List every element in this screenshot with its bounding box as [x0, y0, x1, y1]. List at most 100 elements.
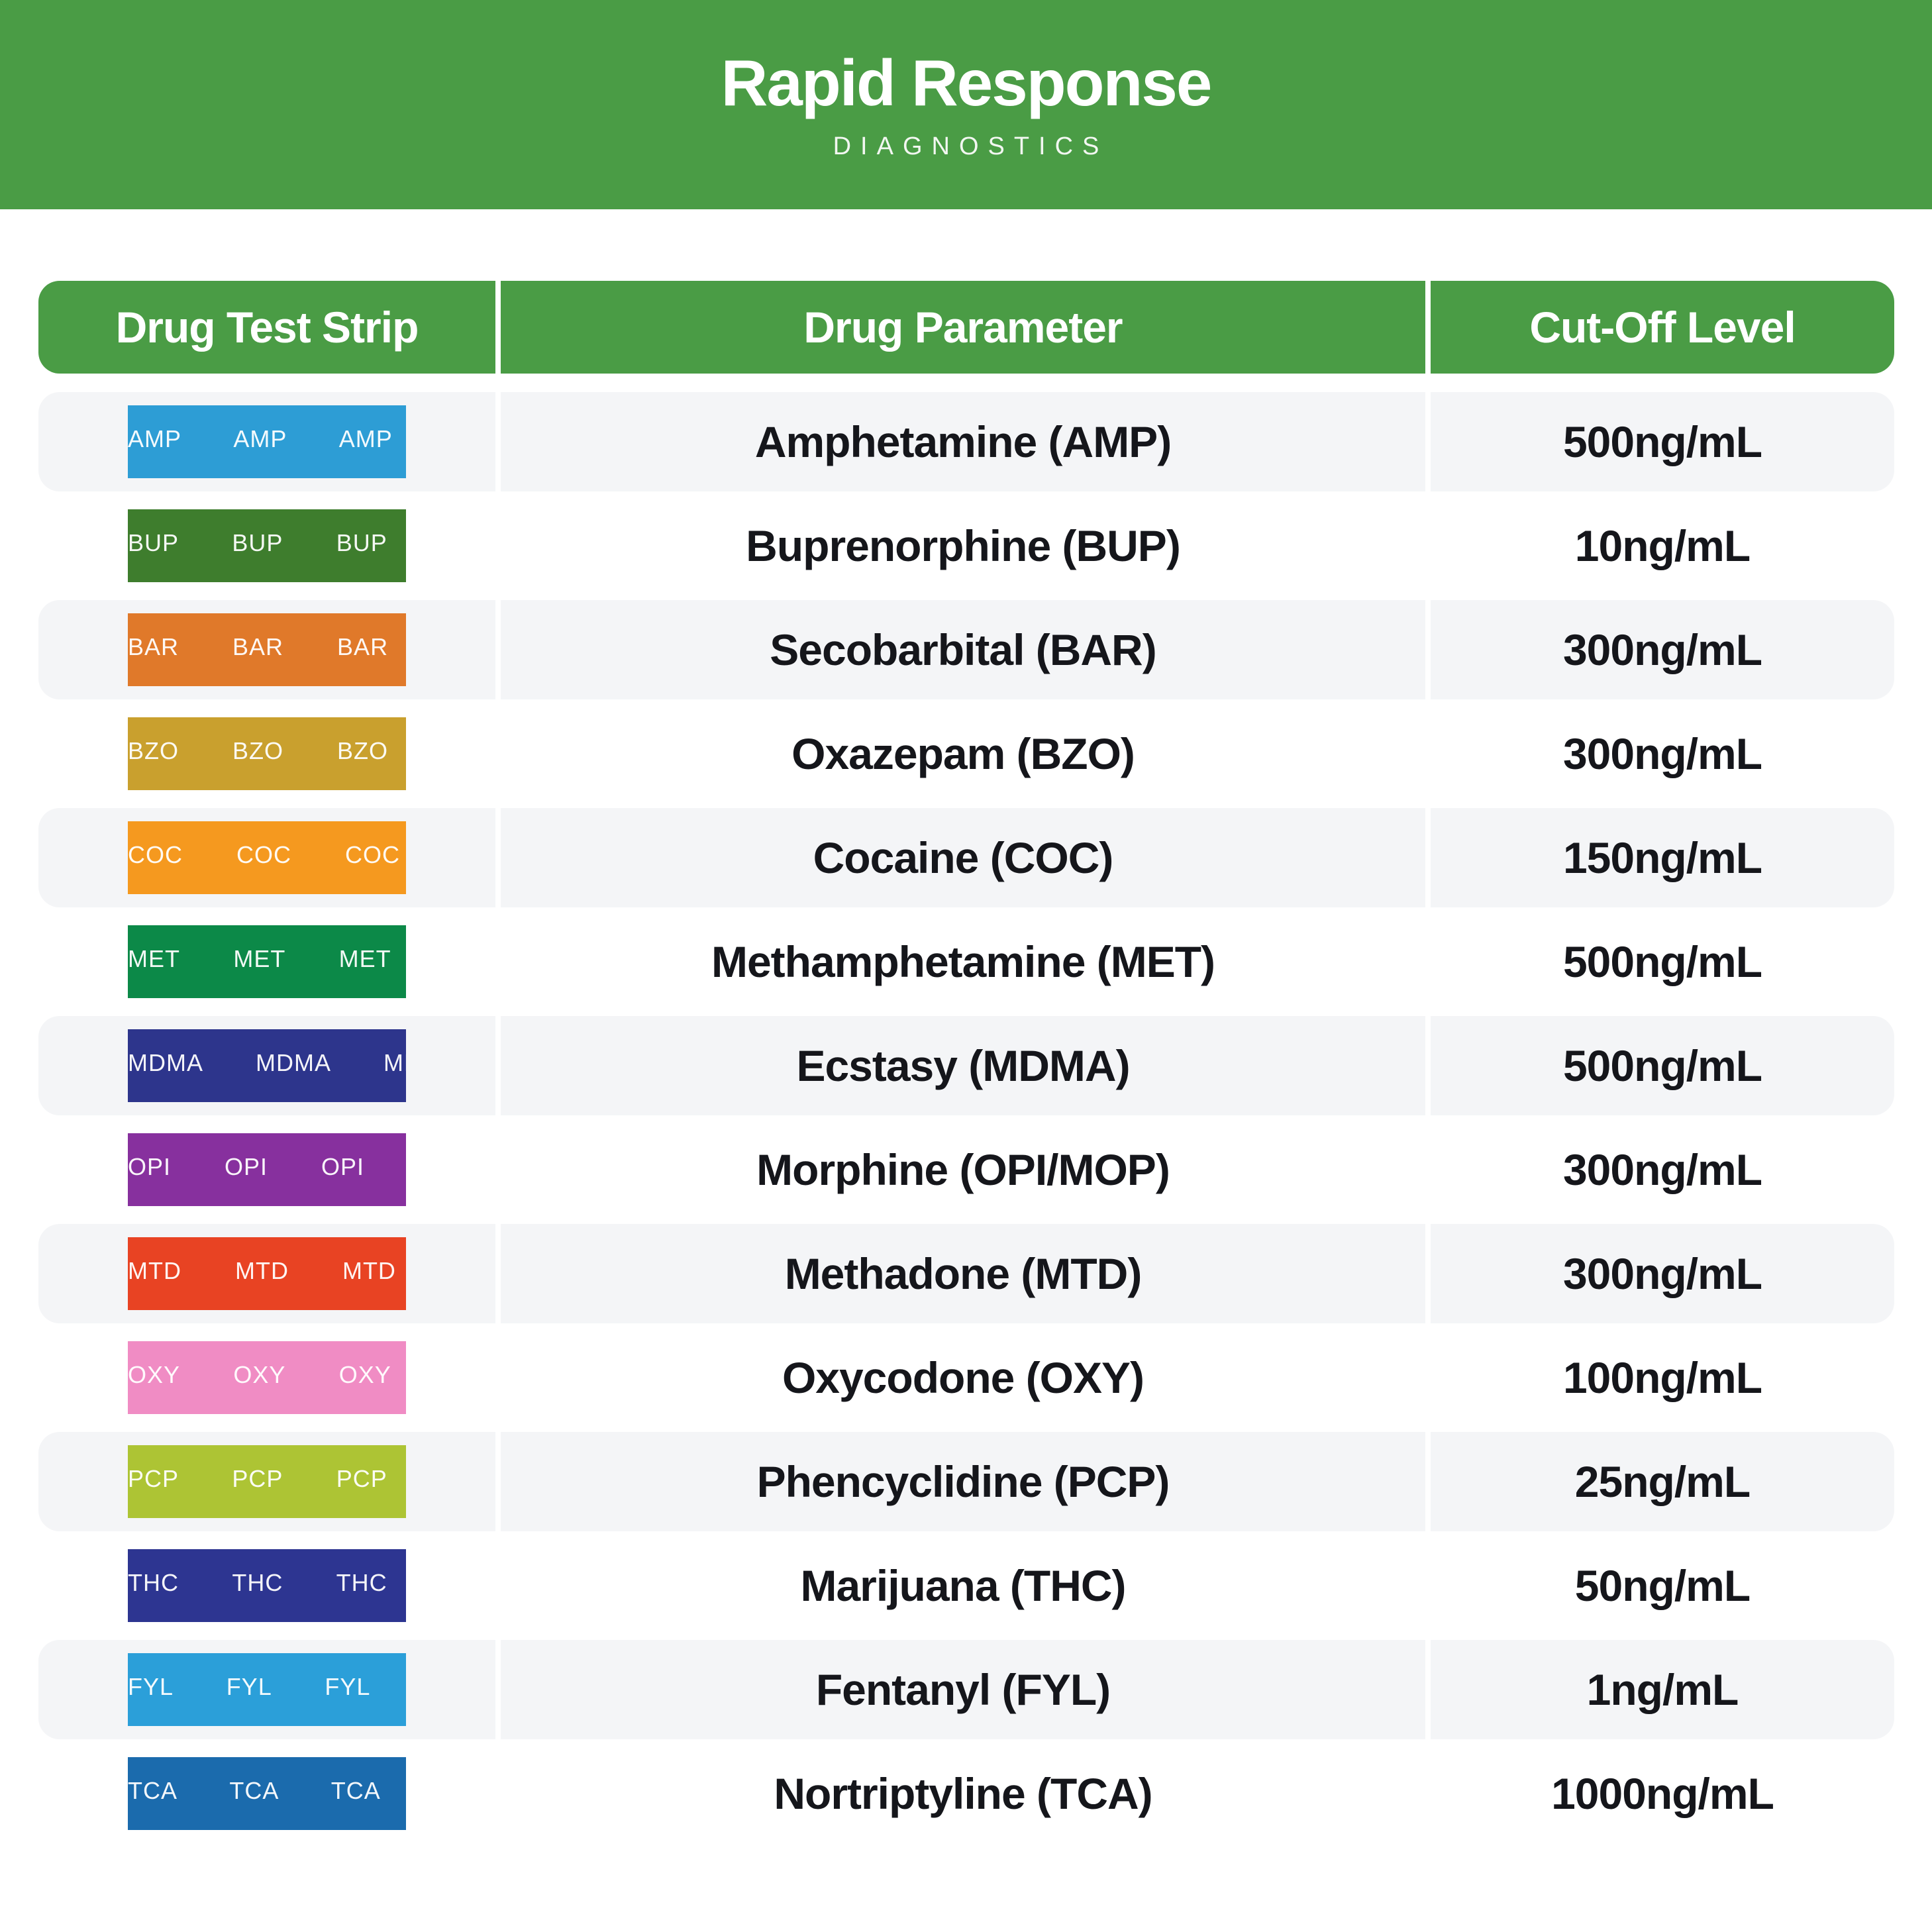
parameter-cell: Phencyclidine (PCP): [501, 1432, 1425, 1531]
strip-pattern-line: OXY OXY OXY OXY OXY OXY: [128, 1361, 391, 1388]
cutoff-cell: 150ng/mL: [1431, 808, 1894, 907]
strip-cell: THC THC THC THC THC THC C THC THC THC TH…: [38, 1536, 495, 1635]
parameter-cell: Methamphetamine (MET): [501, 912, 1425, 1011]
strip-cell: PCP PCP PCP PCP PCP PCP P PCP PCP PCP PC…: [38, 1432, 495, 1531]
test-strip: COC COC COC COC COC COC C COC COC COC CO…: [128, 821, 406, 894]
cutoff-label: 1ng/mL: [1586, 1665, 1739, 1714]
test-strip: AMP AMP AMP AMP AMP AMP P AMP AMP AMP AM…: [128, 405, 406, 478]
strip-pattern-line: BUP BUP BUP BUP BUP BUP: [128, 529, 387, 556]
strip-cell: OPI OPI OPI OPI OPI OPI PI OPI OPI OPI O…: [38, 1120, 495, 1219]
parameter-label: Buprenorphine (BUP): [746, 521, 1181, 570]
cutoff-label: 100ng/mL: [1562, 1353, 1762, 1402]
strip-pattern-line: FYL FYL FYL FYL FYL FYL: [128, 1673, 370, 1700]
table-row: MET MET MET MET MET MET T MET MET MET ME…: [38, 912, 1894, 1011]
parameter-cell: Ecstasy (MDMA): [501, 1016, 1425, 1115]
table-row: TCA TCA TCA TCA TCA TCA CA TCA TCA TCA T…: [38, 1744, 1894, 1843]
strip-pattern-line: TCA TCA TCA TCA TCA TCA: [128, 1777, 380, 1804]
parameter-label: Phencyclidine (PCP): [756, 1457, 1170, 1506]
parameter-cell: Nortriptyline (TCA): [501, 1744, 1425, 1843]
parameter-label: Ecstasy (MDMA): [796, 1041, 1130, 1090]
parameter-label: Nortriptyline (TCA): [774, 1769, 1152, 1818]
strip-pattern-line: AMP AMP AMP AMP AMP AMP: [128, 425, 393, 452]
test-strip: OPI OPI OPI OPI OPI OPI PI OPI OPI OPI O…: [128, 1133, 406, 1206]
table-row: OXY OXY OXY OXY OXY OXY Y OXY OXY OXY OX…: [38, 1328, 1894, 1427]
parameter-cell: Oxazepam (BZO): [501, 704, 1425, 803]
parameter-cell: Morphine (OPI/MOP): [501, 1120, 1425, 1219]
strip-cell: FYL FYL FYL FYL FYL FYL YL FYL FYL FYL F…: [38, 1640, 495, 1739]
parameter-label: Marijuana (THC): [800, 1561, 1126, 1610]
strip-cell: MET MET MET MET MET MET T MET MET MET ME…: [38, 912, 495, 1011]
cutoff-label: 500ng/mL: [1562, 417, 1762, 466]
cutoff-cell: 500ng/mL: [1431, 1016, 1894, 1115]
cutoff-cell: 1ng/mL: [1431, 1640, 1894, 1739]
table-row: PCP PCP PCP PCP PCP PCP P PCP PCP PCP PC…: [38, 1432, 1894, 1531]
parameter-cell: Methadone (MTD): [501, 1224, 1425, 1323]
cutoff-label: 1000ng/mL: [1551, 1769, 1774, 1818]
strip-pattern-line: MDMA MDMA MDMA MDMA MDMA MDMA: [128, 1049, 406, 1076]
cutoff-cell: 300ng/mL: [1431, 1224, 1894, 1323]
strip-cell: COC COC COC COC COC COC C COC COC COC CO…: [38, 808, 495, 907]
strip-cell: BAR BAR BAR BAR BAR BAR R BAR BAR BAR BA…: [38, 600, 495, 699]
table-row: THC THC THC THC THC THC C THC THC THC TH…: [38, 1536, 1894, 1635]
parameter-label: Secobarbital (BAR): [770, 625, 1156, 674]
table-row: COC COC COC COC COC COC C COC COC COC CO…: [38, 808, 1894, 907]
test-strip: TCA TCA TCA TCA TCA TCA CA TCA TCA TCA T…: [128, 1757, 406, 1830]
test-strip: PCP PCP PCP PCP PCP PCP P PCP PCP PCP PC…: [128, 1445, 406, 1518]
strip-pattern-line: MTD MTD MTD MTD MTD MTD: [128, 1257, 396, 1284]
table-header-row: Drug Test Strip Drug Parameter Cut-Off L…: [38, 281, 1894, 374]
cutoff-label: 300ng/mL: [1562, 1249, 1762, 1298]
cutoff-label: 50ng/mL: [1574, 1561, 1751, 1610]
strip-pattern-line: OPI OPI OPI OPI OPI OPI: [128, 1153, 365, 1180]
cutoff-cell: 10ng/mL: [1431, 496, 1894, 595]
parameter-label: Methamphetamine (MET): [711, 937, 1215, 986]
strip-cell: TCA TCA TCA TCA TCA TCA CA TCA TCA TCA T…: [38, 1744, 495, 1843]
table-body: AMP AMP AMP AMP AMP AMP P AMP AMP AMP AM…: [38, 392, 1894, 1843]
test-strip: BUP BUP BUP BUP BUP BUP P BUP BUP BUP BU…: [128, 509, 406, 582]
parameter-label: Cocaine (COC): [813, 833, 1114, 882]
strip-pattern-line: THC THC THC THC THC THC: [128, 1569, 387, 1596]
table-row: OPI OPI OPI OPI OPI OPI PI OPI OPI OPI O…: [38, 1120, 1894, 1219]
test-strip: BAR BAR BAR BAR BAR BAR R BAR BAR BAR BA…: [128, 613, 406, 686]
test-strip: THC THC THC THC THC THC C THC THC THC TH…: [128, 1549, 406, 1622]
brand-title: Rapid Response: [721, 46, 1213, 119]
parameter-label: Amphetamine (AMP): [754, 417, 1172, 466]
strip-cell: OXY OXY OXY OXY OXY OXY Y OXY OXY OXY OX…: [38, 1328, 495, 1427]
cutoff-cell: 300ng/mL: [1431, 704, 1894, 803]
strip-cell: BZO BZO BZO BZO BZO BZO O BZO BZO BZO BZ…: [38, 704, 495, 803]
table-row: BZO BZO BZO BZO BZO BZO O BZO BZO BZO BZ…: [38, 704, 1894, 803]
strip-cell: MTD MTD MTD MTD MTD MTD D MTD MTD MTD MT…: [38, 1224, 495, 1323]
strip-pattern-line: COC COC COC COC COC COC: [128, 841, 400, 868]
cutoff-cell: 25ng/mL: [1431, 1432, 1894, 1531]
cutoff-cell: 300ng/mL: [1431, 1120, 1894, 1219]
cutoff-cell: 300ng/mL: [1431, 600, 1894, 699]
header-cell-parameter: Drug Parameter: [501, 281, 1425, 374]
strip-cell: MDMA MDMA MDMA MDMA MDMA MDMA DMA MDMA M…: [38, 1016, 495, 1115]
cutoff-cell: 1000ng/mL: [1431, 1744, 1894, 1843]
test-strip: MTD MTD MTD MTD MTD MTD D MTD MTD MTD MT…: [128, 1237, 406, 1310]
strip-cell: BUP BUP BUP BUP BUP BUP P BUP BUP BUP BU…: [38, 496, 495, 595]
cutoff-cell: 500ng/mL: [1431, 392, 1894, 491]
cutoff-label: 300ng/mL: [1562, 729, 1762, 778]
table-row: AMP AMP AMP AMP AMP AMP P AMP AMP AMP AM…: [38, 392, 1894, 491]
cutoff-label: 150ng/mL: [1562, 833, 1762, 882]
cutoff-table: Drug Test Strip Drug Parameter Cut-Off L…: [38, 281, 1894, 1843]
header-cell-cutoff: Cut-Off Level: [1431, 281, 1894, 374]
strip-cell: AMP AMP AMP AMP AMP AMP P AMP AMP AMP AM…: [38, 392, 495, 491]
parameter-label: Morphine (OPI/MOP): [756, 1145, 1170, 1194]
parameter-label: Methadone (MTD): [784, 1249, 1143, 1298]
cutoff-label: 500ng/mL: [1562, 937, 1762, 986]
strip-pattern-line: PCP PCP PCP PCP PCP PCP: [128, 1465, 387, 1492]
parameter-cell: Amphetamine (AMP): [501, 392, 1425, 491]
header-label-strip: Drug Test Strip: [115, 303, 419, 352]
parameter-label: Fentanyl (FYL): [815, 1665, 1111, 1714]
parameter-cell: Fentanyl (FYL): [501, 1640, 1425, 1739]
header-label-cutoff: Cut-Off Level: [1529, 303, 1796, 352]
cutoff-label: 25ng/mL: [1574, 1457, 1751, 1506]
test-strip: OXY OXY OXY OXY OXY OXY Y OXY OXY OXY OX…: [128, 1341, 406, 1414]
cutoff-label: 10ng/mL: [1574, 521, 1751, 570]
strip-pattern-line: MET MET MET MET MET MET: [128, 945, 391, 972]
strip-pattern-line: BZO BZO BZO BZO BZO BZO: [128, 737, 389, 764]
parameter-cell: Buprenorphine (BUP): [501, 496, 1425, 595]
table-row: FYL FYL FYL FYL FYL FYL YL FYL FYL FYL F…: [38, 1640, 1894, 1739]
parameter-cell: Secobarbital (BAR): [501, 600, 1425, 699]
